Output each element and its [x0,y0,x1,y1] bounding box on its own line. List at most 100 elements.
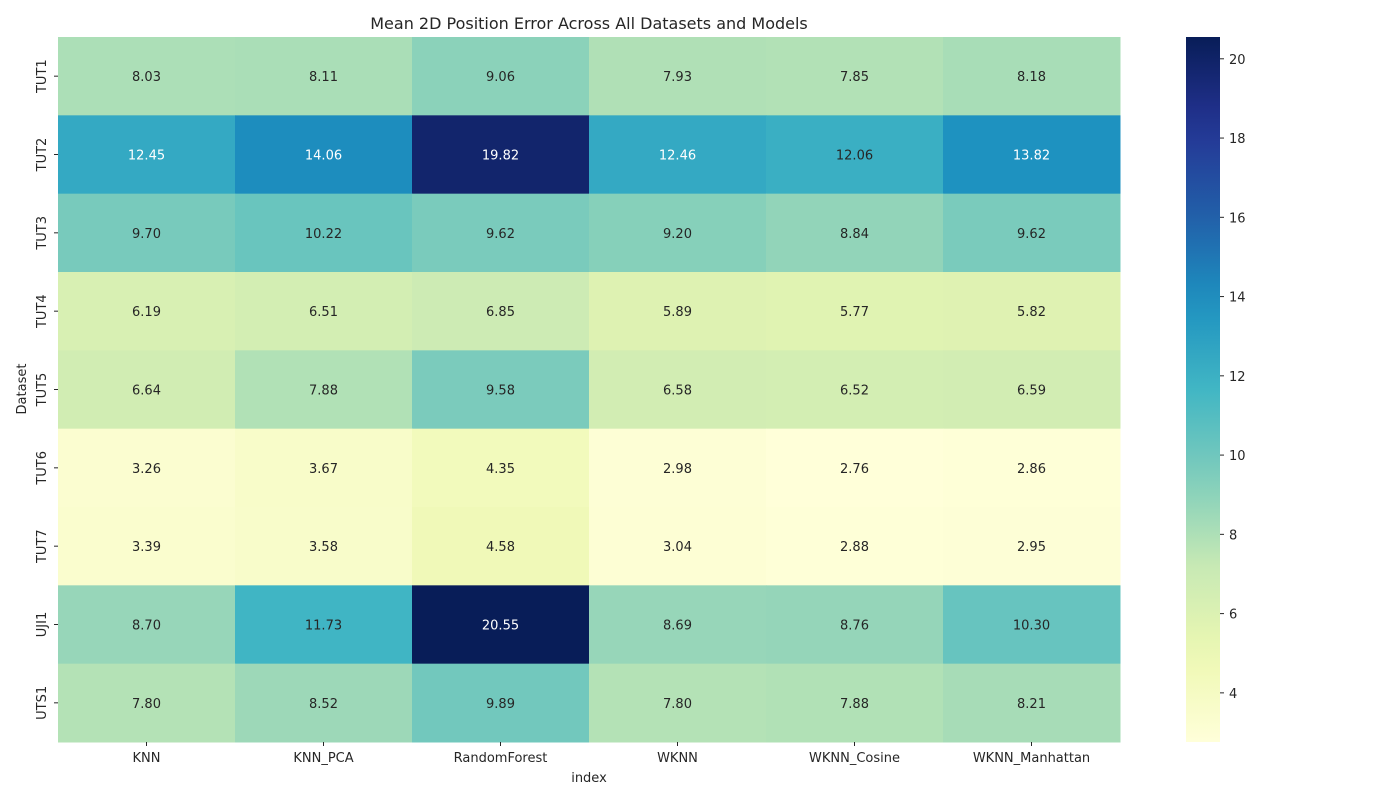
x-tick-label: KNN [133,751,161,766]
y-tick-label: TUT6 [35,451,50,486]
heatmap-cell [766,350,944,430]
heatmap-cell [235,37,413,116]
colorbar-tick-label: 14 [1229,291,1246,306]
cell-value-label: 8.03 [132,70,161,85]
cell-value-label: 5.89 [663,305,692,320]
x-tick-label: WKNN [657,751,698,766]
heatmap-cell [235,663,413,743]
cell-value-label: 10.30 [1013,619,1050,634]
heatmap-cell [58,115,236,195]
cell-value-label: 8.69 [663,619,692,634]
heatmap-cell [943,507,1121,586]
cell-value-label: 8.76 [840,619,869,634]
cell-value-label: 9.58 [486,384,515,399]
heatmap-cell [235,193,413,273]
cell-value-label: 20.55 [482,619,519,634]
colorbar-tick-label: 18 [1229,132,1246,147]
heatmap-cell [943,350,1121,430]
heatmap-cell [235,272,413,351]
cell-value-label: 2.98 [663,462,692,477]
y-tick-label: TUT3 [35,216,50,251]
y-tick-label: UJI1 [35,612,50,637]
heatmap-cell [766,507,944,586]
heatmap-cell [943,193,1121,273]
colorbar-tick-label: 12 [1229,370,1246,385]
heatmap-cell [766,585,944,665]
cell-value-label: 8.11 [309,70,338,85]
heatmap-cell [58,193,236,273]
heatmap-cell [412,663,590,743]
y-tick-label: UTS1 [35,686,50,720]
heatmap-cell [412,37,590,116]
cell-value-label: 7.88 [309,384,338,399]
cell-value-label: 9.62 [1017,227,1046,242]
cell-value-label: 2.86 [1017,462,1046,477]
colorbar-tick-label: 6 [1229,608,1237,623]
heatmap-cell [58,663,236,743]
heatmap-cell [412,350,590,430]
y-tick-label: TUT5 [35,373,50,408]
cell-value-label: 6.51 [309,305,338,320]
x-tick-label: WKNN_Cosine [809,751,900,766]
cell-value-label: 13.82 [1013,149,1050,164]
cell-value-label: 11.73 [305,619,342,634]
heatmap-cell [412,507,590,586]
cell-value-label: 6.58 [663,384,692,399]
cell-value-label: 6.19 [132,305,161,320]
heatmap-cell [235,428,413,508]
cell-value-label: 6.59 [1017,384,1046,399]
heatmap-cell [943,37,1121,116]
colorbar: 4 6 8 10 12 14 16 18 20 [1186,37,1246,742]
y-tick-labels: TUT1 TUT2 TUT3 TUT4 TUT5 TUT6 TUT7 UJI1 UTS1 [35,59,58,720]
cell-value-label: 7.93 [663,70,692,85]
cell-value-label: 7.85 [840,70,869,85]
cell-value-label: 12.45 [128,149,165,164]
heatmap-cell [766,37,944,116]
heatmap-cell [58,37,236,116]
cell-value-label: 9.20 [663,227,692,242]
heatmap-cell [58,350,236,430]
heatmap-cell [412,585,590,665]
cell-value-label: 5.82 [1017,305,1046,320]
cell-value-label: 4.35 [486,462,515,477]
cell-value-label: 12.46 [659,149,696,164]
cell-value-label: 9.06 [486,70,515,85]
heatmap-cell [589,37,767,116]
cell-value-label: 6.85 [486,305,515,320]
heatmap-cell [589,350,767,430]
heatmap-cell [235,115,413,195]
heatmap-cells: 8.03 8.11 9.06 7.93 7.85 8.18 12.45 14.06 19.82 1… [58,37,1121,743]
x-tick-labels: KNN KNN_PCA RandomForest WKNN WKNN_Cosine WKN… [133,742,1090,766]
heatmap-cell [943,585,1121,665]
cell-value-label: 7.80 [132,697,161,712]
heatmap-cell [943,663,1121,743]
cell-value-label: 3.58 [309,540,338,555]
colorbar-tick-label: 4 [1229,687,1237,702]
cell-value-label: 8.21 [1017,697,1046,712]
cell-value-label: 4.58 [486,540,515,555]
heatmap-cell [58,428,236,508]
heatmap-cell [589,272,767,351]
cell-value-label: 5.77 [840,305,869,320]
cell-value-label: 8.84 [840,227,869,242]
heatmap-cell [58,507,236,586]
cell-value-label: 3.04 [663,540,692,555]
heatmap-cell [412,272,590,351]
y-tick-label: TUT4 [35,294,50,329]
colorbar-tick-label: 10 [1229,449,1246,464]
cell-value-label: 9.70 [132,227,161,242]
cell-value-label: 19.82 [482,149,519,164]
cell-value-label: 8.70 [132,619,161,634]
y-axis-label: Dataset [15,364,30,415]
cell-value-label: 9.62 [486,227,515,242]
heatmap-cell [766,193,944,273]
heatmap-cell [589,428,767,508]
heatmap-cell [412,193,590,273]
cell-value-label: 8.18 [1017,70,1046,85]
x-tick-label: WKNN_Manhattan [973,751,1090,766]
heatmap-cell [589,663,767,743]
cell-value-label: 2.88 [840,540,869,555]
cell-value-label: 9.89 [486,697,515,712]
heatmap-cell [766,272,944,351]
cell-value-label: 6.64 [132,384,161,399]
